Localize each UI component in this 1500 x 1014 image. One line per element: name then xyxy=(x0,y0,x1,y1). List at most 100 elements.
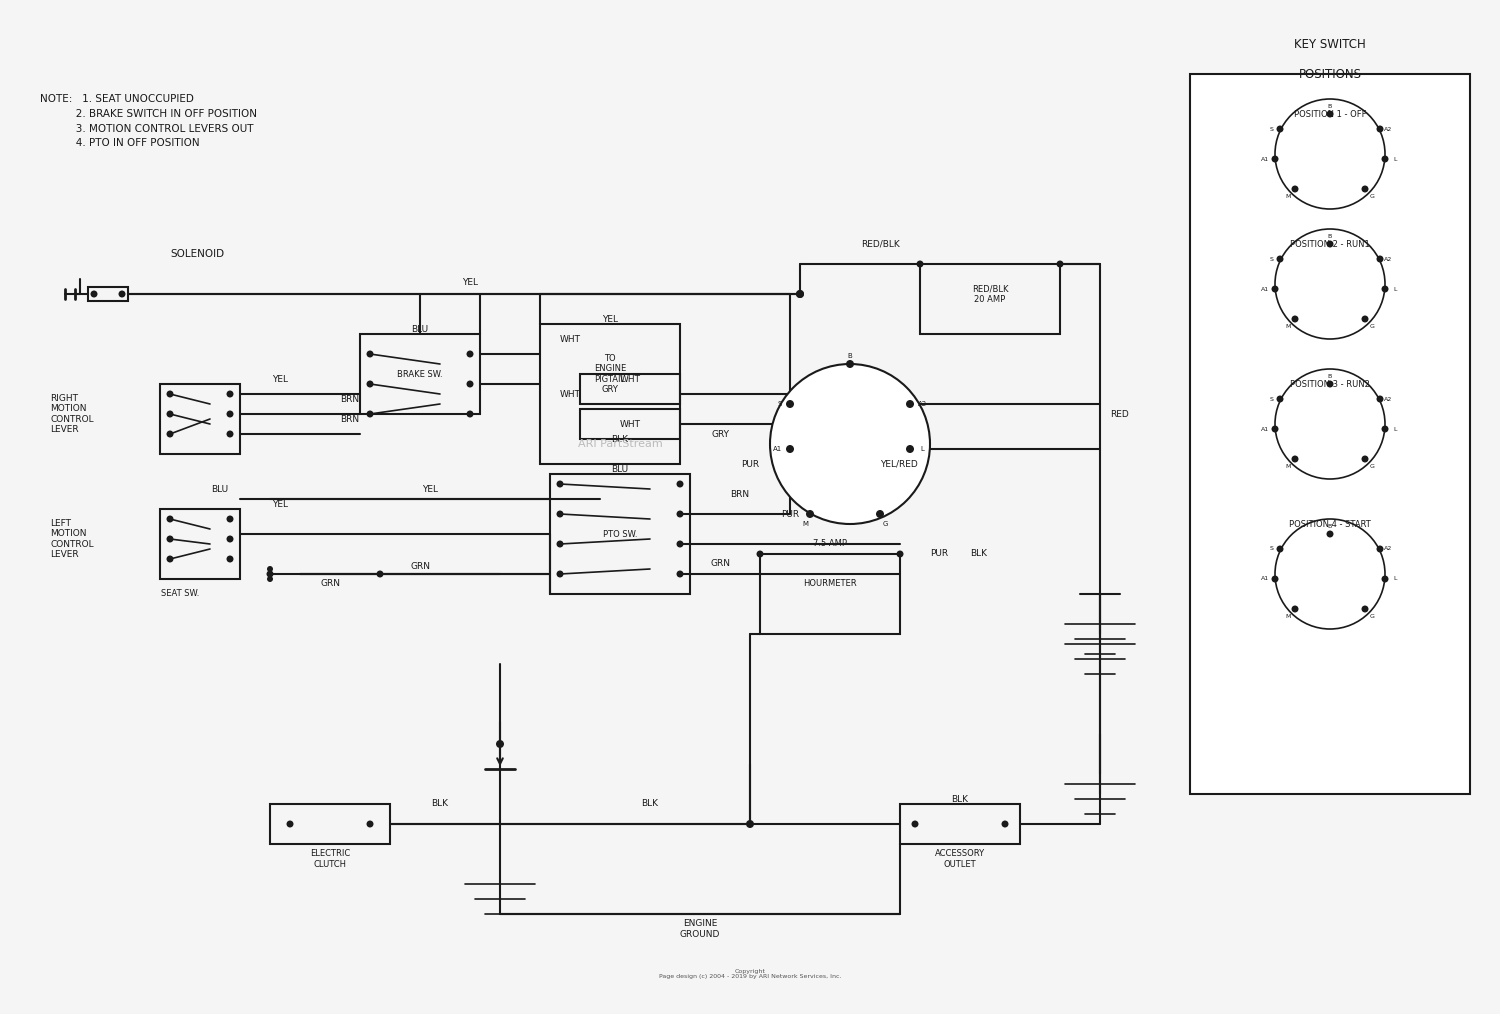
Circle shape xyxy=(366,411,374,418)
Circle shape xyxy=(1382,576,1389,582)
Circle shape xyxy=(466,351,474,358)
Circle shape xyxy=(1272,576,1278,582)
Circle shape xyxy=(226,411,234,418)
Text: RED: RED xyxy=(1110,410,1128,419)
Text: G: G xyxy=(1370,194,1374,199)
Text: POSITION 2 - RUN1: POSITION 2 - RUN1 xyxy=(1290,239,1370,248)
Circle shape xyxy=(1002,820,1008,827)
Bar xyxy=(580,409,680,439)
Text: M: M xyxy=(1286,463,1290,468)
Circle shape xyxy=(1275,369,1384,479)
Circle shape xyxy=(286,820,294,827)
Text: GRN: GRN xyxy=(320,579,340,588)
Text: WHT: WHT xyxy=(560,389,580,399)
Circle shape xyxy=(1362,455,1368,462)
Circle shape xyxy=(786,400,794,408)
Circle shape xyxy=(1056,261,1064,268)
Bar xyxy=(580,374,680,404)
Circle shape xyxy=(676,571,684,578)
Circle shape xyxy=(1275,229,1384,339)
Text: A2: A2 xyxy=(1384,127,1392,132)
Text: GRN: GRN xyxy=(410,562,430,571)
Text: SEAT SW.: SEAT SW. xyxy=(160,589,200,598)
Text: B: B xyxy=(1328,523,1332,528)
Text: PUR: PUR xyxy=(782,509,800,518)
Bar xyxy=(160,509,240,579)
Text: M: M xyxy=(1286,194,1290,199)
Circle shape xyxy=(226,515,234,522)
Text: BRN: BRN xyxy=(730,490,750,499)
Text: PTO SW.: PTO SW. xyxy=(603,529,638,538)
Circle shape xyxy=(556,571,564,578)
Circle shape xyxy=(1275,519,1384,629)
Text: L: L xyxy=(1394,156,1396,161)
Bar xyxy=(88,287,128,301)
Text: S: S xyxy=(1270,127,1274,132)
Circle shape xyxy=(1272,286,1278,292)
Text: YEL: YEL xyxy=(602,314,618,323)
Text: A2: A2 xyxy=(1384,257,1392,262)
Text: BLU: BLU xyxy=(612,464,628,474)
Circle shape xyxy=(1377,395,1383,403)
Text: B: B xyxy=(1328,103,1332,108)
Text: S: S xyxy=(778,401,782,407)
Text: PUR: PUR xyxy=(741,459,759,468)
Circle shape xyxy=(906,445,914,453)
Text: S: S xyxy=(1270,396,1274,402)
Circle shape xyxy=(1326,240,1334,247)
Text: POSITION 4 - START: POSITION 4 - START xyxy=(1288,519,1371,528)
Text: G: G xyxy=(1370,463,1374,468)
Circle shape xyxy=(466,411,474,418)
Text: A2: A2 xyxy=(1384,547,1392,552)
Circle shape xyxy=(496,740,504,748)
Circle shape xyxy=(676,510,684,517)
Circle shape xyxy=(1362,605,1368,612)
Text: WHT: WHT xyxy=(560,335,580,344)
Text: BLK: BLK xyxy=(951,795,969,803)
Circle shape xyxy=(226,535,234,542)
Circle shape xyxy=(796,290,804,298)
Circle shape xyxy=(267,576,273,582)
Circle shape xyxy=(846,360,853,368)
Circle shape xyxy=(1377,256,1383,263)
Text: BLU: BLU xyxy=(411,324,429,334)
Text: POSITIONS: POSITIONS xyxy=(1299,68,1362,80)
Text: L: L xyxy=(920,446,924,452)
Circle shape xyxy=(1382,286,1389,292)
Text: PUR: PUR xyxy=(930,550,948,559)
Bar xyxy=(760,554,900,634)
Circle shape xyxy=(1272,155,1278,162)
Circle shape xyxy=(676,481,684,488)
Text: GRN: GRN xyxy=(710,560,730,569)
Text: A1: A1 xyxy=(1262,156,1269,161)
Circle shape xyxy=(1292,605,1299,612)
Circle shape xyxy=(226,556,234,563)
Text: TO
ENGINE
PIGTAIL
GRY: TO ENGINE PIGTAIL GRY xyxy=(594,354,626,394)
Circle shape xyxy=(916,261,924,268)
Text: ENGINE
GROUND: ENGINE GROUND xyxy=(680,920,720,939)
Circle shape xyxy=(912,820,918,827)
Text: BLU: BLU xyxy=(211,485,228,494)
Circle shape xyxy=(1276,256,1284,263)
Circle shape xyxy=(226,390,234,397)
Text: HOURMETER: HOURMETER xyxy=(802,579,856,588)
Text: M: M xyxy=(1286,323,1290,329)
Circle shape xyxy=(1276,126,1284,133)
Circle shape xyxy=(1377,546,1383,553)
Circle shape xyxy=(166,431,174,437)
Circle shape xyxy=(1326,530,1334,537)
Text: L: L xyxy=(1394,287,1396,291)
Circle shape xyxy=(1326,111,1334,118)
Text: POSITION 3 - RUN2: POSITION 3 - RUN2 xyxy=(1290,379,1370,388)
Circle shape xyxy=(366,351,374,358)
Circle shape xyxy=(166,515,174,522)
Text: B: B xyxy=(1328,373,1332,378)
Text: B: B xyxy=(1328,233,1332,238)
Text: 7.5 AMP: 7.5 AMP xyxy=(813,539,847,549)
Text: M: M xyxy=(802,521,808,527)
Circle shape xyxy=(756,551,764,558)
Text: RIGHT
MOTION
CONTROL
LEVER: RIGHT MOTION CONTROL LEVER xyxy=(50,393,93,434)
Bar xyxy=(920,264,1060,334)
Bar xyxy=(360,334,480,414)
Text: S: S xyxy=(1270,257,1274,262)
